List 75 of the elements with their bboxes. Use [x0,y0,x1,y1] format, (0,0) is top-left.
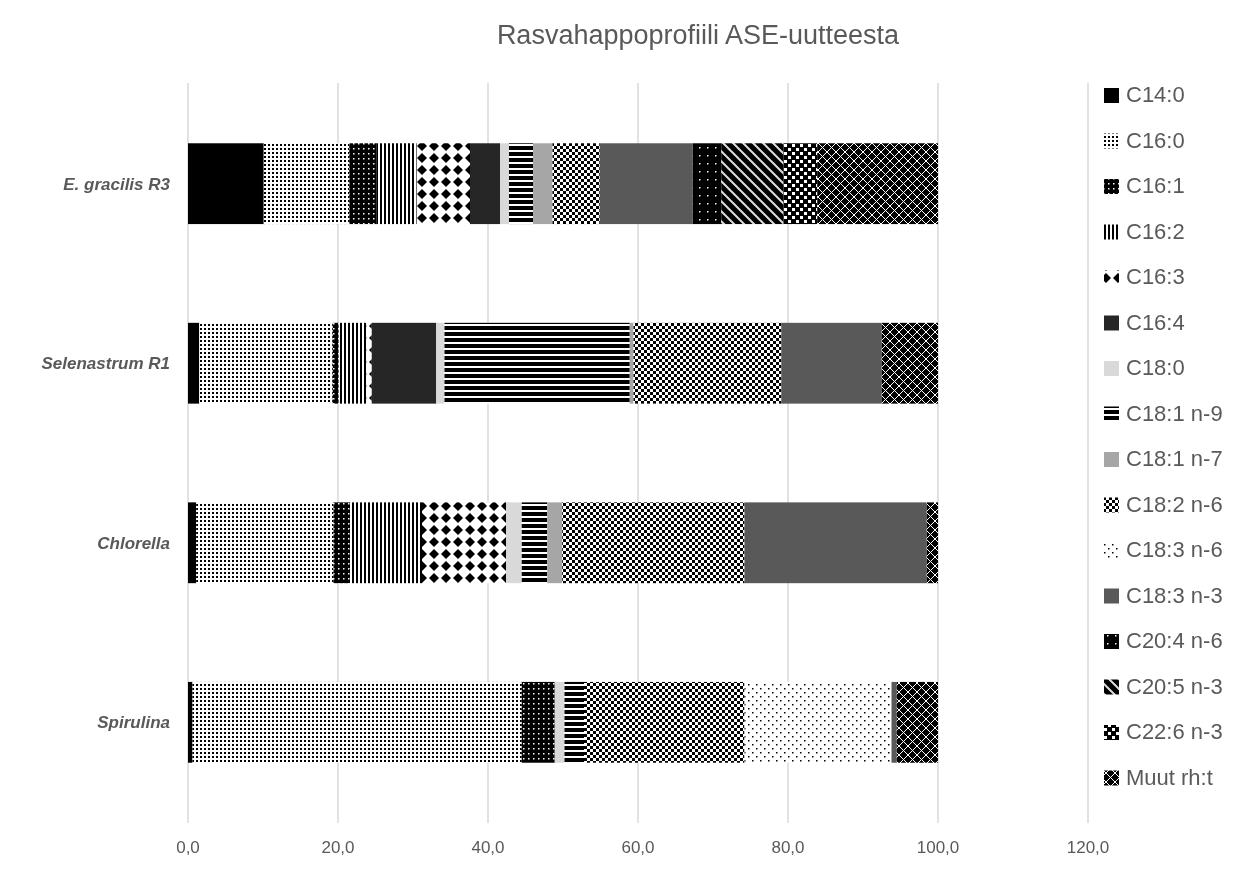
bar [629,322,634,404]
bar [436,322,445,404]
bar [817,143,938,225]
bar [744,681,892,763]
y-tick-label: Chlorella [97,533,170,553]
legend-label: C18:3 n-6 [1126,537,1223,562]
legend-label: C16:1 [1126,173,1185,198]
bar [199,322,333,404]
legend-label: C18:2 n-6 [1126,491,1223,517]
x-tick-label: 0,0 [176,838,200,857]
legend-label: C16:4 [1126,309,1185,335]
bar [521,502,548,584]
x-tick-label: 40,0 [471,838,505,857]
legend-label: C22:6 n-3 [1126,719,1223,744]
chart-title: Rasvahappoprofiili ASE-uutteesta [496,20,901,50]
legend-label: C18:1 n-7 [1126,446,1223,471]
bar [332,322,339,404]
y-tick-label: Selenastrum R1 [41,354,170,374]
bar [692,143,722,225]
bar [188,322,200,404]
bar [188,681,193,763]
bar [552,143,600,225]
bar [188,143,264,225]
x-tick-label: 80,0 [771,838,805,857]
legend-label: C16:0 [1126,127,1185,153]
bar [584,681,745,763]
bar [192,681,522,763]
bar [562,502,745,584]
bar [547,502,563,584]
bar [633,322,782,404]
bar [376,143,417,225]
bar [338,322,367,404]
bar [350,502,422,584]
legend-label: C16:2 [1126,218,1185,244]
bar [422,502,506,584]
bar [333,502,350,584]
x-tick-label: 60,0 [621,838,655,857]
y-tick-label: E. gracilis R3 [63,174,171,194]
bar [196,502,334,584]
bar [506,502,522,584]
legend-label: C18:1 n-9 [1126,400,1223,426]
bar [891,681,897,763]
bar [371,322,437,404]
bar [781,322,882,404]
bar [470,143,500,225]
legend-label: C14:0 [1126,82,1185,107]
y-tick-label: Spirulina [97,713,170,733]
bar [896,681,938,763]
bar [564,681,584,763]
bar [366,322,372,404]
bar [349,143,377,225]
bar [509,143,533,225]
x-tick-label: 120,0 [1066,838,1110,857]
legend-label: C18:0 [1126,355,1185,380]
bar [500,143,509,225]
bar [521,681,555,763]
bar [599,143,693,225]
legend-label: C20:4 n-6 [1126,628,1223,653]
bar [721,143,784,225]
legend-label: Muut rh:t [1126,764,1213,790]
x-tick-label: 100,0 [916,838,960,857]
x-tick-label: 20,0 [321,838,355,857]
legend-label: C18:3 n-3 [1126,582,1223,608]
legend-label: C16:3 [1126,264,1185,289]
bar [554,681,565,763]
bar [783,143,818,225]
bar [926,502,938,584]
bar [881,322,938,404]
bar [263,143,350,225]
bar [188,502,197,584]
legend-label: C20:5 n-3 [1126,673,1223,699]
bar [416,143,470,225]
bar [444,322,630,404]
bar [533,143,553,225]
bar [744,502,927,584]
